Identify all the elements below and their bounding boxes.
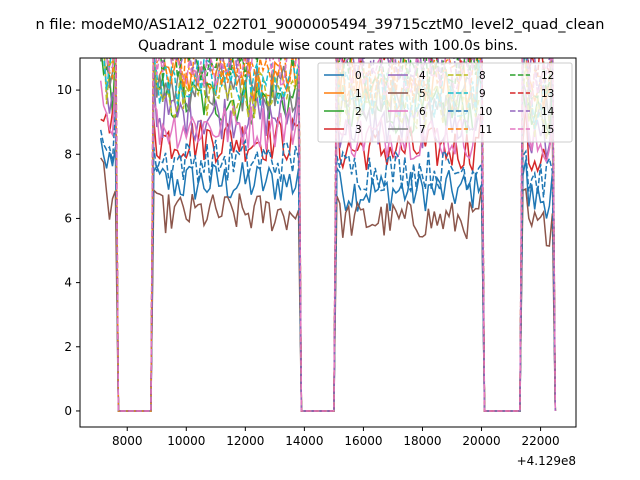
legend-label-10: 10 [479,106,492,118]
legend-label-14: 14 [541,106,555,118]
x-tick-label: 22000 [521,434,559,448]
legend-label-3: 3 [355,124,362,136]
x-axis: 8000 10000 12000 14000 16000 18000 20000 22000 [112,427,560,448]
legend-label-4: 4 [419,70,426,82]
figure-suptitle: n file: modeM0/AS1A12_022T01_9000005494_… [36,17,605,33]
y-tick-label: 0 [64,404,72,418]
series-line-5 [100,157,557,412]
legend-label-8: 8 [479,70,486,82]
plot-frame [79,57,577,428]
legend-label-7: 7 [419,124,426,136]
legend-label-2: 2 [355,106,362,118]
series-line-8 [103,58,557,412]
x-tick-label: 12000 [226,434,264,448]
legend-frame [317,62,573,143]
chart-title: Quadrant 1 module wise count rates with … [138,38,518,54]
x-tick-label: 14000 [285,434,323,448]
x-offset-label: +4.129e8 [517,454,576,468]
series-line-10 [99,109,557,412]
legend-label-5: 5 [419,88,426,100]
y-tick-label: 4 [64,276,72,290]
series-line-0 [99,137,557,412]
x-tick-label: 8000 [112,434,143,448]
y-tick-label: 6 [64,211,72,225]
legend-label-0: 0 [355,70,362,82]
legend-label-9: 9 [479,88,486,100]
y-axis: 0 2 4 6 8 10 [57,83,80,418]
y-tick-label: 10 [57,83,72,97]
legend-label-13: 13 [541,88,554,100]
legend-label-15: 15 [541,124,554,136]
x-tick-label: 16000 [344,434,382,448]
series-lines [99,58,557,412]
y-tick-label: 2 [64,340,72,354]
legend-label-1: 1 [355,88,362,100]
series-line-14 [115,58,557,412]
legend-label-11: 11 [479,124,492,136]
x-tick-label: 18000 [403,434,441,448]
legend-label-12: 12 [541,70,554,82]
x-tick-label: 20000 [462,434,500,448]
legend-label-6: 6 [419,106,426,118]
y-tick-label: 8 [64,147,72,161]
x-tick-label: 10000 [167,434,205,448]
